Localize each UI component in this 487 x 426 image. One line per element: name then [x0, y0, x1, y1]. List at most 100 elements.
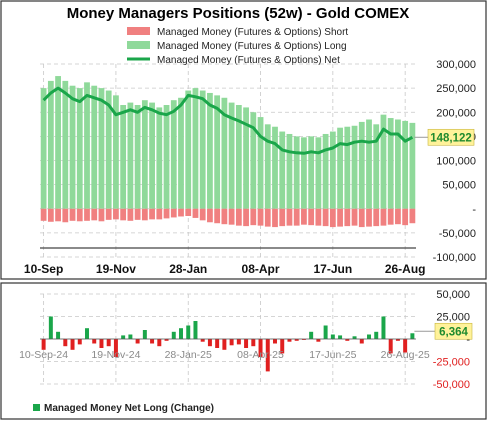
long-bar — [337, 128, 343, 209]
short-bar — [229, 209, 235, 225]
short-bar — [287, 209, 293, 226]
short-bar — [84, 209, 90, 221]
change-bar — [230, 339, 234, 345]
change-bar — [92, 339, 96, 344]
change-bar — [150, 339, 154, 344]
short-bar — [265, 209, 271, 227]
change-bar — [186, 326, 190, 340]
long-bar — [366, 119, 372, 208]
long-bar — [135, 105, 141, 209]
short-bar — [41, 209, 47, 221]
short-bar — [381, 209, 387, 226]
bottom-legend: Managed Money Net Long (Change) — [33, 403, 214, 414]
change-bar — [157, 339, 161, 346]
long-bar — [308, 136, 314, 208]
long-bar — [185, 91, 191, 209]
long-bar — [62, 81, 68, 209]
short-bar — [135, 209, 141, 220]
long-bar — [323, 134, 329, 209]
top-x-tick-label: 17-Jun — [314, 262, 353, 276]
change-bar — [85, 328, 89, 339]
long-bar — [359, 122, 365, 209]
short-bar — [373, 209, 379, 226]
top-y-tick-label: -50,000 — [439, 228, 476, 240]
long-bar — [294, 136, 300, 208]
long-bar — [120, 105, 126, 209]
short-bar — [308, 209, 314, 225]
top-x-tick-label: 08-Apr — [242, 262, 280, 276]
short-bar — [91, 209, 97, 221]
change-bar — [287, 339, 291, 342]
change-bar — [78, 339, 82, 344]
short-bar — [99, 209, 105, 222]
bottom-x-tick-label: 28-Jan-25 — [165, 349, 212, 361]
bottom-x-axis: 10-Sep-24 19-Nov-24 28-Jan-25 08-Apr-25 17-J… — [19, 349, 430, 361]
change-bar — [49, 317, 53, 340]
top-y-tick-label: 300,000 — [436, 59, 476, 71]
change-bar — [324, 326, 328, 340]
bottom-y-tick-label: -50,000 — [433, 379, 470, 391]
legend-swatch-long — [127, 41, 150, 49]
top-y-tick-label: 200,000 — [436, 107, 476, 119]
bottom-y-tick-label: -25,000 — [433, 357, 470, 369]
change-bar — [338, 335, 342, 339]
long-bar — [91, 86, 97, 209]
bottom-x-tick-label: 10-Sep-24 — [19, 349, 68, 361]
top-y-tick-label: -100,000 — [433, 252, 476, 264]
legend-swatch-short — [127, 27, 150, 35]
short-bar — [55, 209, 61, 222]
top-x-axis: 10-Sep 19-Nov 28-Jan 08-Apr 17-Jun 26-Aug — [24, 262, 426, 276]
change-bar — [309, 332, 313, 339]
legend-label-change: Managed Money Net Long (Change) — [44, 403, 214, 414]
change-bar — [56, 332, 60, 339]
short-bar — [207, 209, 213, 223]
long-bar — [178, 98, 184, 209]
short-bar — [62, 209, 68, 223]
bottom-x-tick-label: 17-Jun-25 — [309, 349, 356, 361]
long-bar — [344, 127, 350, 209]
short-bar — [323, 209, 329, 226]
long-bar — [171, 100, 177, 209]
short-bar — [344, 209, 350, 226]
long-bar — [352, 126, 358, 209]
change-bar — [128, 335, 132, 340]
short-bar — [402, 209, 408, 225]
top-x-tick-label: 26-Aug — [385, 262, 426, 276]
change-bar — [316, 339, 320, 342]
short-bar — [214, 209, 220, 223]
bottom-y-tick-label: 25,000 — [436, 312, 470, 324]
short-bar — [156, 209, 162, 220]
change-bars — [42, 317, 415, 372]
change-bar — [99, 339, 103, 348]
change-bar — [237, 339, 241, 344]
change-bar — [215, 339, 219, 348]
short-bar — [193, 209, 199, 218]
legend-label-long: Managed Money (Futures & Options) Long — [157, 41, 347, 52]
short-bar — [178, 209, 184, 217]
short-bar — [236, 209, 242, 226]
long-bar — [402, 121, 408, 209]
chart-title: Money Managers Positions (52w) - Gold CO… — [67, 5, 410, 22]
top-x-tick-label: 28-Jan — [169, 262, 207, 276]
change-bar — [381, 317, 385, 340]
long-bar — [142, 100, 148, 209]
short-bar — [315, 209, 321, 226]
change-bar — [121, 335, 125, 339]
short-bar — [164, 209, 170, 219]
bottom-y-tick-label: 50,000 — [436, 289, 470, 301]
short-bar — [294, 209, 300, 226]
change-bar — [374, 332, 378, 339]
top-y-axis: -100,000-50,000-50,000100,000150,000200,… — [433, 59, 477, 264]
short-bar — [48, 209, 54, 222]
change-bar — [193, 321, 197, 339]
top-y-tick-label: 50,000 — [442, 180, 476, 192]
long-bar — [99, 88, 105, 209]
change-bar — [107, 339, 111, 346]
top-x-tick-label: 19-Nov — [96, 262, 136, 276]
short-bar — [70, 209, 76, 221]
long-bar — [48, 81, 54, 209]
short-bar — [272, 209, 278, 227]
long-bar — [265, 124, 271, 208]
short-bar — [127, 209, 133, 221]
